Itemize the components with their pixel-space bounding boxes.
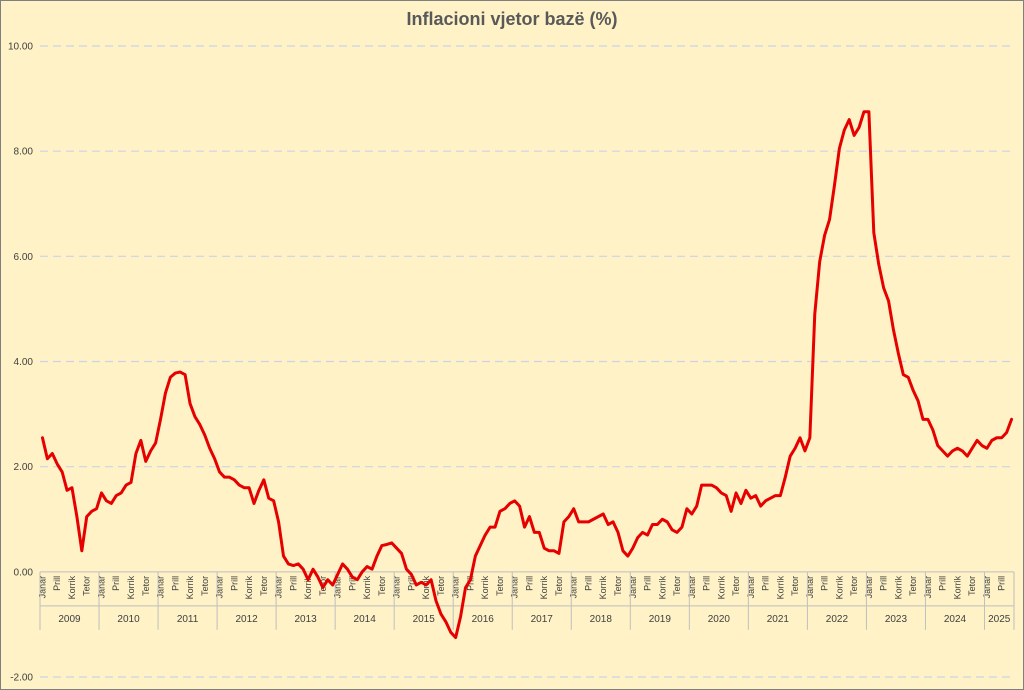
month-tick-label: Korrik	[362, 575, 372, 599]
month-tick-label: Tetor	[436, 576, 446, 596]
month-tick-label: Tetor	[613, 576, 623, 596]
month-tick-label: Janar	[333, 576, 343, 599]
month-tick-label: Prill	[111, 576, 121, 591]
month-tick-label: Tetor	[790, 576, 800, 596]
month-tick-label: Prill	[643, 576, 653, 591]
month-tick-label: Korrik	[244, 575, 254, 599]
month-tick-label: Tetor	[731, 576, 741, 596]
month-tick-label: Tetor	[200, 576, 210, 596]
y-tick-label: 6.00	[14, 252, 34, 263]
month-tick-label: Tetor	[672, 576, 682, 596]
month-tick-label: Korrik	[952, 575, 962, 599]
month-tick-label: Tetor	[554, 576, 564, 596]
month-tick-label: Korrik	[185, 575, 195, 599]
month-tick-label: Korrik	[421, 575, 431, 599]
month-tick-label: Prill	[347, 576, 357, 591]
month-tick-label: Tetor	[967, 576, 977, 596]
month-tick-label: Korrik	[67, 575, 77, 599]
month-tick-label: Prill	[997, 576, 1007, 591]
month-tick-label: Janar	[864, 576, 874, 599]
chart-title: Inflacioni vjetor bazë (%)	[406, 9, 618, 29]
month-tick-label: Prill	[170, 576, 180, 591]
year-tick-label: 2020	[708, 614, 731, 625]
year-tick-label: 2016	[472, 614, 495, 625]
month-tick-label: Janar	[392, 576, 402, 599]
month-tick-label: Prill	[583, 576, 593, 591]
y-tick-label: 4.00	[14, 357, 34, 368]
month-tick-label: Janar	[451, 576, 461, 599]
month-tick-label: Prill	[406, 576, 416, 591]
month-tick-label: Tetor	[377, 576, 387, 596]
month-tick-label: Janar	[923, 576, 933, 599]
series-layer	[40, 110, 1014, 640]
month-tick-label: Korrik	[480, 575, 490, 599]
month-tick-label: Tetor	[141, 576, 151, 596]
y-tick-label: 8.00	[14, 147, 34, 158]
month-tick-label: Prill	[465, 576, 475, 591]
month-tick-label: Korrik	[775, 575, 785, 599]
y-tick-label: 10.00	[8, 42, 33, 53]
month-tick-label: Janar	[215, 576, 225, 599]
month-tick-label: Prill	[702, 576, 712, 591]
year-tick-label: 2017	[531, 614, 554, 625]
year-tick-label: 2010	[117, 614, 140, 625]
month-tick-label: Prill	[229, 576, 239, 591]
month-tick-label: Korrik	[539, 575, 549, 599]
y-tick-label: 2.00	[14, 462, 34, 473]
month-tick-label: Prill	[879, 576, 889, 591]
year-tick-label: 2011	[177, 614, 199, 625]
month-tick-label: Korrik	[657, 575, 667, 599]
month-tick-label: Tetor	[259, 576, 269, 596]
month-tick-label: Tetor	[849, 576, 859, 596]
year-tick-label: 2021	[767, 614, 790, 625]
month-tick-label: Janar	[156, 576, 166, 599]
month-tick-label: Janar	[37, 576, 47, 599]
month-tick-label: Janar	[510, 576, 520, 599]
y-axis: -2.00 0.00 2.00 4.00 6.00 8.00 10.00	[8, 42, 33, 684]
month-tick-label: Janar	[628, 576, 638, 599]
year-tick-label: 2014	[354, 614, 377, 625]
month-tick-label: Prill	[524, 576, 534, 591]
month-tick-label: Tetor	[908, 576, 918, 596]
month-tick-label: Janar	[274, 576, 284, 599]
y-tick-label: 0.00	[14, 567, 34, 578]
month-tick-label: Korrik	[598, 575, 608, 599]
year-tick-label: 2018	[590, 614, 613, 625]
month-tick-label: Janar	[569, 576, 579, 599]
year-tick-label: 2022	[826, 614, 849, 625]
series-line	[40, 110, 1014, 640]
y-tick-label: -2.00	[10, 673, 33, 684]
month-tick-label: Janar	[805, 576, 815, 599]
month-tick-label: Korrik	[303, 575, 313, 599]
month-tick-label: Prill	[938, 576, 948, 591]
year-tick-label: 2019	[649, 614, 672, 625]
year-tick-label: 2012	[235, 614, 258, 625]
year-tick-label: 2024	[944, 614, 967, 625]
year-tick-label: 2015	[413, 614, 436, 625]
month-tick-label: Janar	[687, 576, 697, 599]
month-tick-label: Prill	[820, 576, 830, 591]
month-tick-label: Korrik	[893, 575, 903, 599]
month-tick-label: Korrik	[126, 575, 136, 599]
year-tick-label: 2023	[885, 614, 908, 625]
month-tick-label: Tetor	[495, 576, 505, 596]
year-tick-label: 2025	[988, 614, 1011, 625]
x-axis: Janar Prill Korrik Tetor Janar Prill Korrik Tet…	[37, 571, 1015, 630]
month-tick-label: Korrik	[716, 575, 726, 599]
month-tick-label: Korrik	[834, 575, 844, 599]
month-tick-label: Prill	[761, 576, 771, 591]
year-tick-label: 2013	[295, 614, 318, 625]
month-tick-label: Prill	[52, 576, 62, 591]
month-tick-label: Janar	[982, 576, 992, 599]
month-tick-label: Prill	[288, 576, 298, 591]
month-tick-label: Tetor	[82, 576, 92, 596]
gridlines	[40, 45, 1014, 678]
year-tick-label: 2009	[58, 614, 81, 625]
month-tick-label: Janar	[746, 576, 756, 599]
month-tick-label: Janar	[96, 576, 106, 599]
